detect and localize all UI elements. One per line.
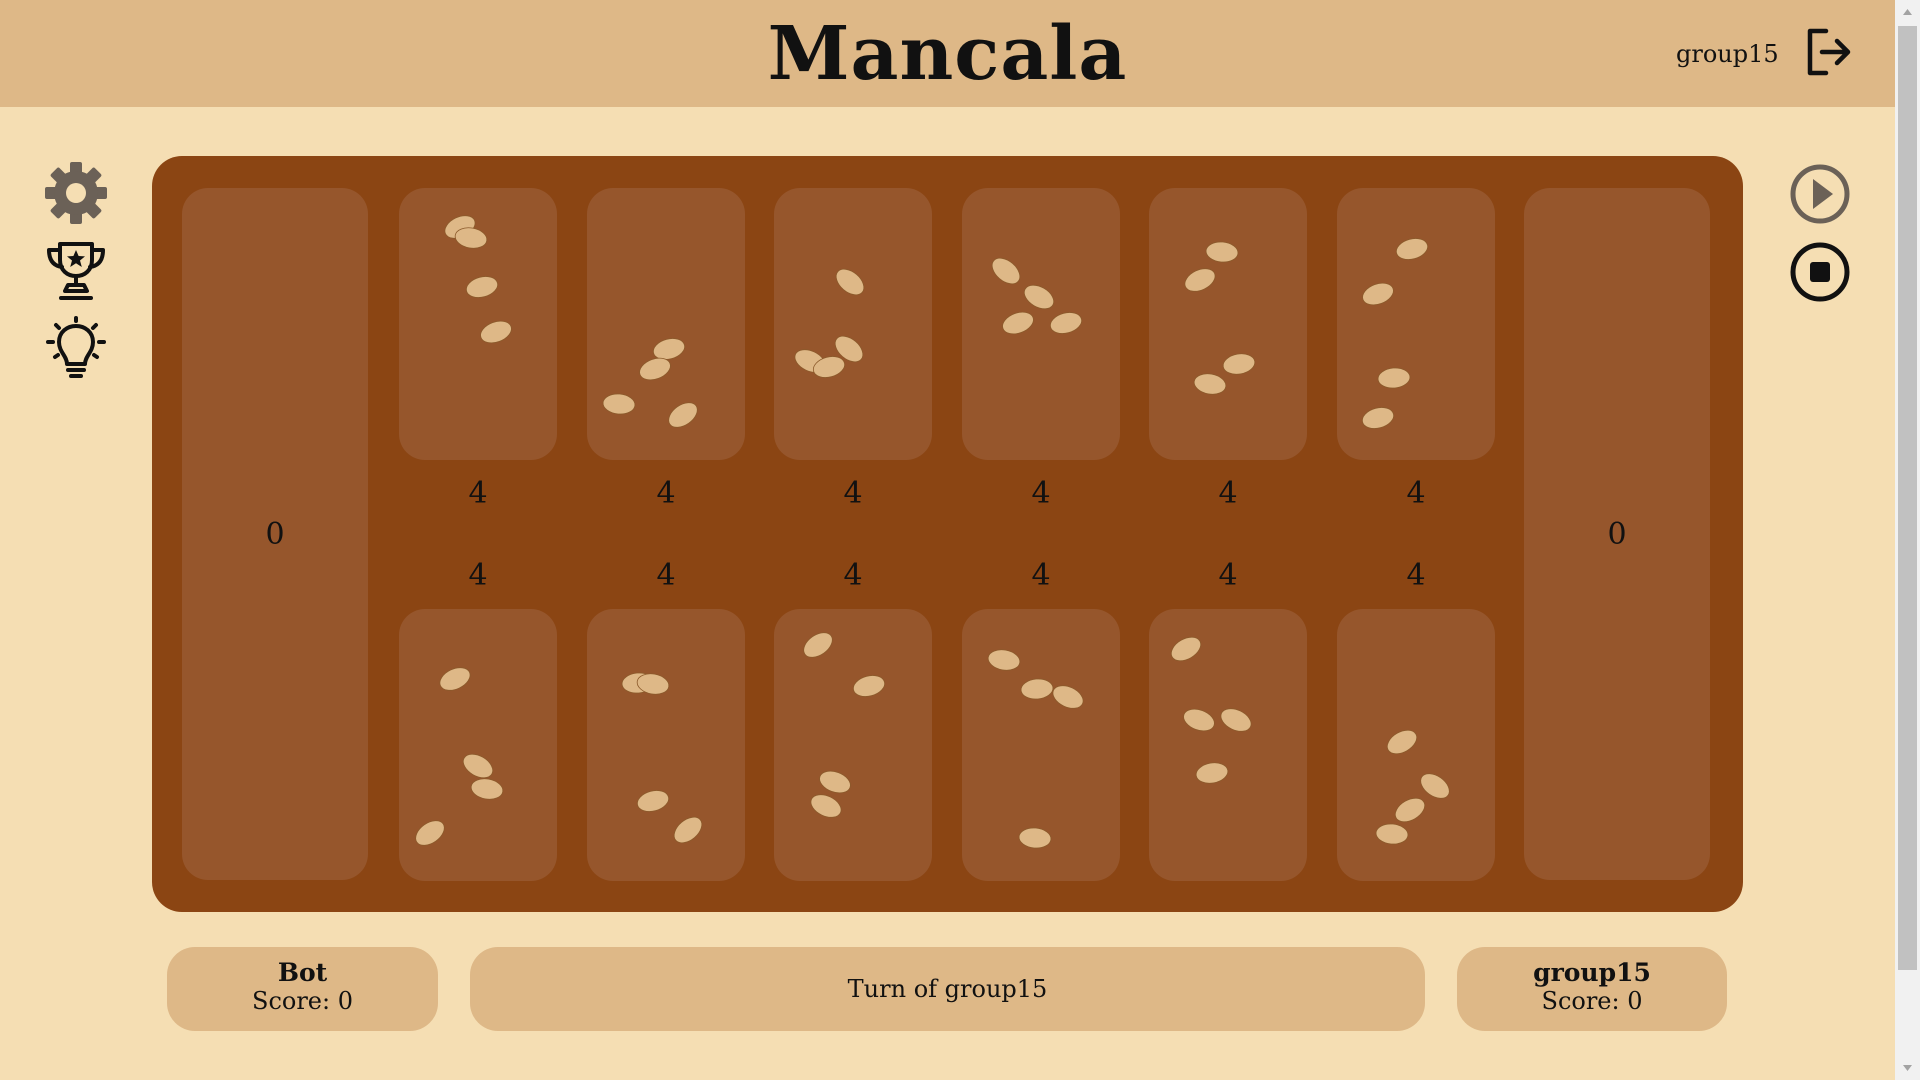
username-label: group15	[1676, 40, 1779, 68]
pit-top-5[interactable]	[1149, 188, 1307, 460]
pit-count: 4	[1218, 476, 1238, 511]
player-score: Score: 0	[1541, 987, 1643, 1015]
player-user-panel: group15 Score: 0	[1457, 947, 1727, 1031]
pit-count: 4	[1031, 476, 1051, 511]
pit-bottom-1[interactable]	[399, 609, 557, 881]
pit-count: 4	[1406, 476, 1426, 511]
pit-bottom-4[interactable]	[962, 609, 1120, 881]
lightbulb-icon[interactable]	[43, 316, 109, 382]
right-store-count: 0	[1607, 516, 1627, 552]
seeds	[991, 257, 1083, 335]
seeds	[794, 268, 865, 378]
trophy-icon[interactable]	[43, 238, 109, 304]
seeds	[444, 215, 512, 344]
play-icon[interactable]	[1789, 163, 1851, 225]
pit-top-1[interactable]	[399, 188, 557, 460]
pit-count: 4	[656, 476, 676, 511]
pit-count: 4	[468, 476, 488, 511]
turn-status: Turn of group15	[847, 975, 1048, 1003]
pit-top-2[interactable]	[587, 188, 745, 460]
player-name: group15	[1533, 958, 1651, 987]
seeds	[803, 632, 886, 818]
scrollbar-thumb[interactable]	[1898, 26, 1917, 970]
logout-icon[interactable]	[1804, 25, 1854, 79]
seeds	[415, 667, 504, 846]
pit-count: 4	[656, 558, 676, 593]
scroll-up-icon[interactable]	[1900, 6, 1915, 18]
page-title: Mancala	[767, 11, 1128, 97]
pit-bottom-3[interactable]	[774, 609, 932, 881]
gear-icon[interactable]	[43, 160, 109, 226]
pit-count: 4	[1406, 558, 1426, 593]
pit-bottom-2[interactable]	[587, 609, 745, 881]
seeds	[1170, 636, 1252, 784]
seeds	[1184, 241, 1256, 395]
left-store-count: 0	[265, 516, 285, 552]
seeds	[621, 672, 703, 844]
pit-top-3[interactable]	[774, 188, 932, 460]
stop-icon[interactable]	[1789, 241, 1851, 303]
player-score: Score: 0	[252, 987, 353, 1015]
seeds	[987, 649, 1084, 849]
pit-count: 4	[843, 558, 863, 593]
left-store: 0	[182, 188, 368, 880]
pit-count: 4	[843, 476, 863, 511]
player-name: Bot	[277, 958, 328, 987]
pit-bottom-5[interactable]	[1149, 609, 1307, 881]
header-bar: Mancala group15	[0, 0, 1895, 107]
pit-count: 4	[1031, 558, 1051, 593]
pit-count: 4	[1218, 558, 1238, 593]
pit-top-6[interactable]	[1337, 188, 1495, 460]
player-bot-panel: Bot Score: 0	[167, 947, 438, 1031]
seeds	[1375, 729, 1450, 845]
mancala-board: 0 0	[152, 156, 1743, 912]
pit-top-4[interactable]	[962, 188, 1120, 460]
right-store: 0	[1524, 188, 1710, 880]
seeds	[1361, 238, 1429, 429]
seeds	[602, 338, 698, 428]
turn-status-panel: Turn of group15	[470, 947, 1425, 1031]
scroll-down-icon[interactable]	[1900, 1062, 1915, 1074]
pit-bottom-6[interactable]	[1337, 609, 1495, 881]
pit-count: 4	[468, 558, 488, 593]
